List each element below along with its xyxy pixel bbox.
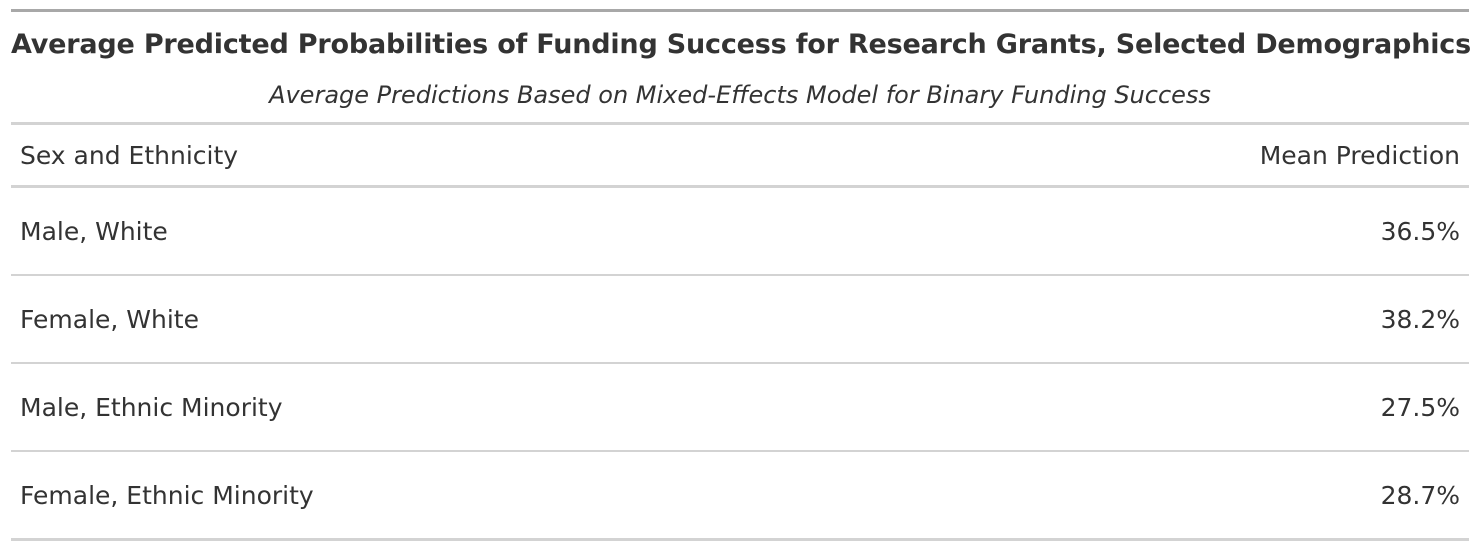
top-rule — [11, 9, 1469, 12]
row-mean-value: 27.5% — [868, 363, 1469, 452]
table-row: Female, White 38.2% — [11, 275, 1469, 364]
data-table: Sex and Ethnicity Mean Prediction Male, … — [11, 125, 1469, 541]
row-group-label: Male, Ethnic Minority — [11, 363, 869, 452]
row-mean-value: 38.2% — [868, 275, 1469, 364]
column-header-mean-prediction: Mean Prediction — [868, 125, 1469, 188]
table-header: Average Predicted Probabilities of Fundi… — [11, 12, 1471, 125]
row-mean-value: 36.5% — [868, 186, 1469, 276]
table-row: Male, White 36.5% — [11, 186, 1469, 276]
row-mean-value: 28.7% — [868, 451, 1469, 541]
table-subtitle: Average Predictions Based on Mixed-Effec… — [269, 81, 1211, 109]
row-group-label: Female, Ethnic Minority — [11, 451, 869, 541]
column-header-row: Sex and Ethnicity Mean Prediction — [11, 125, 1469, 188]
table-title: Average Predicted Probabilities of Fundi… — [11, 29, 1471, 60]
predictions-table: Average Predicted Probabilities of Fundi… — [11, 9, 1471, 541]
column-header-sex-ethnicity: Sex and Ethnicity — [11, 125, 869, 188]
row-group-label: Female, White — [11, 275, 869, 364]
row-group-label: Male, White — [11, 186, 869, 276]
table-row: Female, Ethnic Minority 28.7% — [11, 451, 1469, 541]
table-row: Male, Ethnic Minority 27.5% — [11, 363, 1469, 452]
